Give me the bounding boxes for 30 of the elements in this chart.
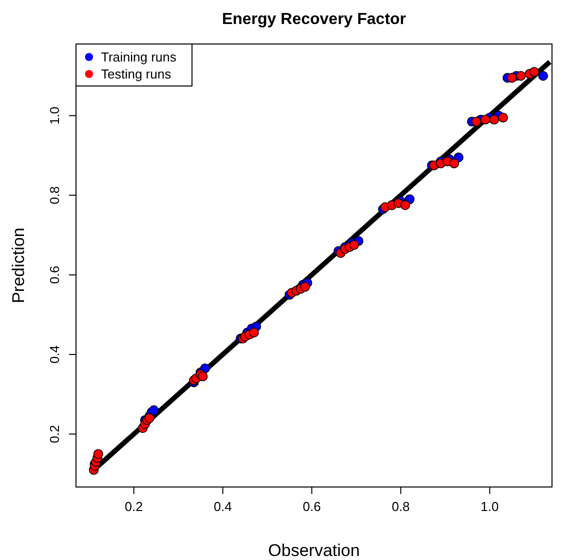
y-tick-label: 0.6 — [47, 266, 62, 284]
y-tick-label: 1.0 — [47, 106, 62, 125]
point — [480, 114, 490, 125]
y-tick-label: 0.2 — [47, 425, 62, 444]
point — [198, 371, 208, 382]
y-tick-label: 0.4 — [47, 345, 62, 364]
x-axis-title: Observation — [268, 541, 360, 560]
point — [349, 240, 359, 250]
point — [516, 70, 526, 81]
x-tick-label: 0.2 — [124, 499, 143, 514]
point — [300, 282, 310, 292]
point — [529, 66, 540, 77]
x-tick-label: 0.8 — [392, 499, 410, 514]
x-tick-label: 0.6 — [302, 499, 321, 514]
point — [249, 328, 259, 338]
chart-title: Energy Recovery Factor — [222, 11, 406, 28]
point — [449, 158, 460, 168]
point — [471, 116, 482, 127]
point — [93, 449, 104, 459]
y-tick-label: 0.8 — [47, 186, 62, 204]
point — [489, 114, 500, 125]
point — [538, 70, 548, 81]
point — [400, 200, 410, 210]
legend-label: Training runs — [101, 50, 177, 64]
point — [498, 112, 508, 123]
legend-label: Testing runs — [101, 66, 172, 82]
x-tick-label: 0.4 — [214, 499, 232, 514]
x-tick-label: 1.0 — [480, 499, 499, 514]
y-axis-title: Prediction — [9, 228, 28, 304]
point — [507, 72, 517, 83]
